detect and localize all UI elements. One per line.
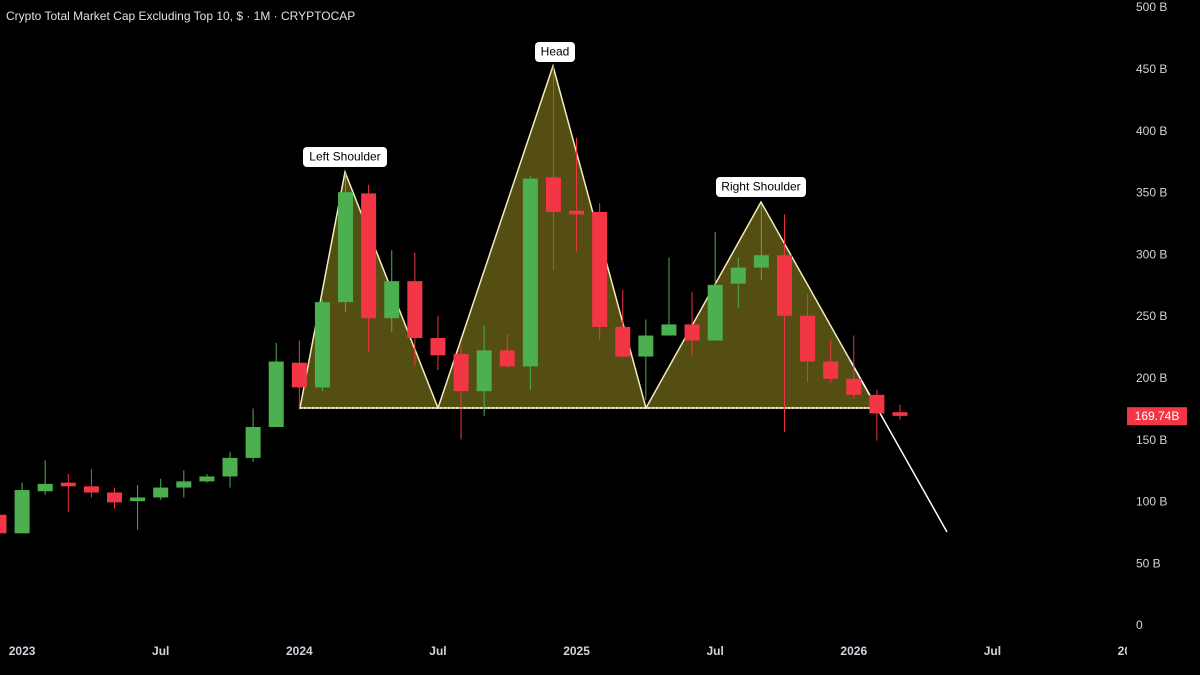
candle-body xyxy=(661,324,677,336)
candle-body xyxy=(60,482,76,487)
candle-body xyxy=(14,490,30,534)
candle-body xyxy=(37,483,53,492)
candle-body xyxy=(407,281,423,339)
y-tick-label: 200 B xyxy=(1136,371,1167,385)
y-tick-label: 150 B xyxy=(1136,433,1167,447)
annotation: Head xyxy=(541,45,570,59)
candle-body xyxy=(707,284,723,341)
y-tick-label: 0 xyxy=(1136,618,1143,632)
candle-body xyxy=(545,177,561,212)
candle-body xyxy=(823,361,839,379)
candle-body xyxy=(453,354,469,392)
candle-body xyxy=(222,457,238,477)
candle-body xyxy=(730,267,746,284)
candle-body xyxy=(522,178,538,367)
label-box xyxy=(535,42,575,62)
y-tick-label: 450 B xyxy=(1136,62,1167,76)
x-tick-label: 2026 xyxy=(840,644,867,658)
candle-body xyxy=(291,362,307,388)
candle-body xyxy=(153,487,169,498)
head-shape xyxy=(436,63,647,409)
y-tick-label: 250 B xyxy=(1136,309,1167,323)
y-tick-label: 400 B xyxy=(1136,124,1167,138)
candle-body xyxy=(361,193,377,319)
candle-body xyxy=(476,350,492,392)
candle-body xyxy=(846,378,862,395)
projection-line xyxy=(849,359,948,533)
last-price-box xyxy=(1127,407,1187,426)
candle-body xyxy=(638,335,654,357)
candle-body xyxy=(0,514,7,534)
annotation: Left Shoulder xyxy=(309,150,380,164)
annotation: Right Shoulder xyxy=(721,180,800,194)
x-tick-label: Jul xyxy=(984,644,1001,658)
candle-body xyxy=(430,338,446,356)
candle-body xyxy=(314,302,330,388)
label-box xyxy=(716,177,806,197)
last-price-label: 169.74B xyxy=(1135,409,1180,423)
x-tick-label: 2025 xyxy=(563,644,590,658)
x-axis: 2023 Jul 2024 Jul 2025 Jul 2026 Jul 2027 xyxy=(9,638,1145,658)
candle-body xyxy=(499,350,515,367)
y-tick-label: 350 B xyxy=(1136,186,1167,200)
candle-body xyxy=(869,394,885,414)
chart-title: Crypto Total Market Cap Excluding Top 10… xyxy=(6,9,355,23)
y-tick-label: 100 B xyxy=(1136,495,1167,509)
candles xyxy=(0,66,908,534)
candle-body xyxy=(245,427,261,458)
candle-body xyxy=(83,486,99,493)
labels: Left Shoulder Head Right Shoulder xyxy=(303,42,806,197)
candle-body xyxy=(800,315,816,362)
y-tick-label: 500 B xyxy=(1136,0,1167,14)
candle-body xyxy=(268,361,284,428)
candle-body xyxy=(338,192,354,303)
y-tick-label: 300 B xyxy=(1136,247,1167,261)
candle-body xyxy=(684,324,700,341)
candle-body xyxy=(569,210,585,215)
candle-body xyxy=(176,481,192,488)
y-tick-label: 50 B xyxy=(1136,556,1161,570)
x-tick-label: Jul xyxy=(152,644,169,658)
x-tick-label: Jul xyxy=(706,644,723,658)
x-tick-label: 2023 xyxy=(9,644,36,658)
label-box xyxy=(303,147,387,167)
candle-body xyxy=(776,255,792,316)
candle-body xyxy=(199,476,215,482)
candle-body xyxy=(592,211,608,327)
candle-body xyxy=(892,412,908,416)
candle-body xyxy=(130,497,146,502)
x-tick-label: Jul xyxy=(429,644,446,658)
candle-body xyxy=(384,281,400,319)
candle-body xyxy=(107,492,123,503)
x-tick-label: 2027 xyxy=(1118,644,1145,658)
candle-body xyxy=(615,326,631,357)
x-tick-label: 2024 xyxy=(286,644,313,658)
candle-body xyxy=(753,255,769,268)
